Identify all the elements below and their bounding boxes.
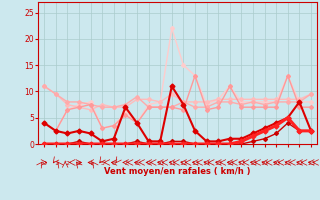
X-axis label: Vent moyen/en rafales ( km/h ): Vent moyen/en rafales ( km/h ): [104, 167, 251, 176]
